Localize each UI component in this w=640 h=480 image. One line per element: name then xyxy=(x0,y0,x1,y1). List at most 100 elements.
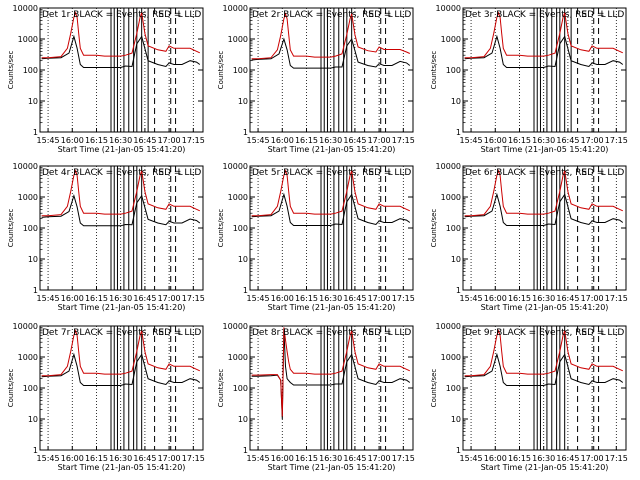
x-tick-label: 15:45 xyxy=(247,136,270,145)
lld-series-line xyxy=(464,329,624,377)
x-tick-label: 16:45 xyxy=(556,454,579,463)
x-tick-label: 16:45 xyxy=(556,294,579,303)
x-tick-label: 16:15 xyxy=(508,454,531,463)
x-axis-label: Start Time (21-Jan-05 15:41:20) xyxy=(481,145,609,154)
plot-frame xyxy=(462,7,627,133)
x-tick-label: 16:30 xyxy=(532,136,555,145)
chart-title: Det 4r BLACK = Events, RED = LLD xyxy=(42,168,201,178)
marker-label: L xyxy=(178,328,183,338)
y-tick-label: 1000 xyxy=(228,193,248,202)
lld-series-line xyxy=(41,329,201,377)
x-tick-label: 17:00 xyxy=(368,136,391,145)
x-tick-label: 15:45 xyxy=(460,136,483,145)
x-tick-label: 17:00 xyxy=(158,454,181,463)
x-tick-label: 16:30 xyxy=(532,454,555,463)
x-axis-label: Start Time (21-Jan-05 15:41:20) xyxy=(481,463,609,472)
events-series-line xyxy=(251,192,411,226)
x-tick-label: 17:15 xyxy=(182,454,205,463)
x-tick-label: 17:00 xyxy=(368,454,391,463)
plot-frame xyxy=(39,165,204,291)
y-tick-label: 10 xyxy=(28,255,38,264)
y-tick-label: 1 xyxy=(243,286,248,295)
y-tick-label: 10 xyxy=(238,415,248,424)
y-axis-label: Counts/sec xyxy=(7,369,15,408)
x-tick-label: 17:15 xyxy=(182,294,205,303)
y-tick-label: 1 xyxy=(243,128,248,137)
marker-label: S xyxy=(158,328,164,338)
y-tick-label: 1 xyxy=(33,128,38,137)
y-tick-label: 10000 xyxy=(13,162,38,171)
x-tick-label: 16:30 xyxy=(319,454,342,463)
lld-series-line xyxy=(41,11,201,59)
marker-label: L xyxy=(388,10,393,20)
y-tick-label: 10 xyxy=(238,97,248,106)
x-tick-label: 16:00 xyxy=(484,136,507,145)
x-tick-label: 17:00 xyxy=(581,294,604,303)
y-tick-label: 1 xyxy=(456,446,461,455)
x-tick-label: 17:00 xyxy=(158,136,181,145)
x-tick-label: 15:45 xyxy=(247,294,270,303)
x-tick-label: 16:00 xyxy=(61,454,84,463)
y-tick-label: 100 xyxy=(233,224,248,233)
events-series-line xyxy=(464,352,624,386)
y-tick-label: 10000 xyxy=(13,322,38,331)
x-tick-label: 16:30 xyxy=(319,136,342,145)
y-tick-label: 1000 xyxy=(441,193,461,202)
y-tick-label: 10000 xyxy=(13,4,38,13)
x-tick-label: 17:15 xyxy=(392,294,415,303)
y-tick-label: 10000 xyxy=(223,322,248,331)
x-tick-label: 16:15 xyxy=(295,294,318,303)
marker-label: L xyxy=(601,168,606,178)
lld-series-line xyxy=(464,11,624,59)
x-axis-label: Start Time (21-Jan-05 15:41:20) xyxy=(58,463,186,472)
marker-label: S xyxy=(158,10,164,20)
lld-series-line xyxy=(251,327,411,417)
y-tick-label: 100 xyxy=(446,66,461,75)
plot-frame xyxy=(39,325,204,451)
x-tick-label: 16:45 xyxy=(343,454,366,463)
y-tick-label: 10000 xyxy=(436,162,461,171)
chart-title: Det 8r BLACK = Events, RED = LLD xyxy=(252,328,411,338)
y-tick-label: 10 xyxy=(28,415,38,424)
y-axis-label: Counts/sec xyxy=(217,209,225,248)
y-tick-label: 100 xyxy=(446,384,461,393)
y-tick-label: 10 xyxy=(451,255,461,264)
y-tick-label: 1 xyxy=(456,286,461,295)
x-tick-label: 16:45 xyxy=(556,136,579,145)
x-tick-label: 17:00 xyxy=(581,454,604,463)
y-axis-label: Counts/sec xyxy=(430,209,438,248)
x-tick-label: 15:45 xyxy=(37,294,60,303)
x-axis-label: Start Time (21-Jan-05 15:41:20) xyxy=(58,145,186,154)
y-tick-label: 100 xyxy=(233,66,248,75)
x-tick-label: 17:15 xyxy=(605,294,628,303)
plot-frame xyxy=(462,325,627,451)
x-tick-label: 15:45 xyxy=(247,454,270,463)
x-tick-label: 17:00 xyxy=(158,294,181,303)
marker-label: L xyxy=(178,168,183,178)
y-tick-label: 10 xyxy=(451,97,461,106)
chart-title: Det 9r BLACK = Events, RED = LLD xyxy=(465,328,624,338)
x-tick-label: 15:45 xyxy=(37,454,60,463)
lld-series-line xyxy=(251,169,411,217)
x-tick-label: 16:00 xyxy=(484,294,507,303)
marker-label: S xyxy=(368,168,374,178)
x-tick-label: 16:00 xyxy=(271,454,294,463)
y-tick-label: 100 xyxy=(23,224,38,233)
chart-title: Det 3r BLACK = Events, RED = LLD xyxy=(465,10,624,20)
y-tick-label: 10000 xyxy=(223,162,248,171)
x-tick-label: 17:15 xyxy=(605,454,628,463)
x-tick-label: 16:00 xyxy=(484,454,507,463)
x-tick-label: 16:15 xyxy=(85,294,108,303)
lld-series-line xyxy=(464,169,624,217)
x-tick-label: 15:45 xyxy=(460,454,483,463)
x-tick-label: 16:45 xyxy=(133,454,156,463)
chart-title: Det 2r BLACK = Events, RED = LLD xyxy=(252,10,411,20)
y-tick-label: 10000 xyxy=(436,4,461,13)
marker-label: S xyxy=(581,168,587,178)
x-tick-label: 16:45 xyxy=(133,294,156,303)
x-tick-label: 16:45 xyxy=(133,136,156,145)
